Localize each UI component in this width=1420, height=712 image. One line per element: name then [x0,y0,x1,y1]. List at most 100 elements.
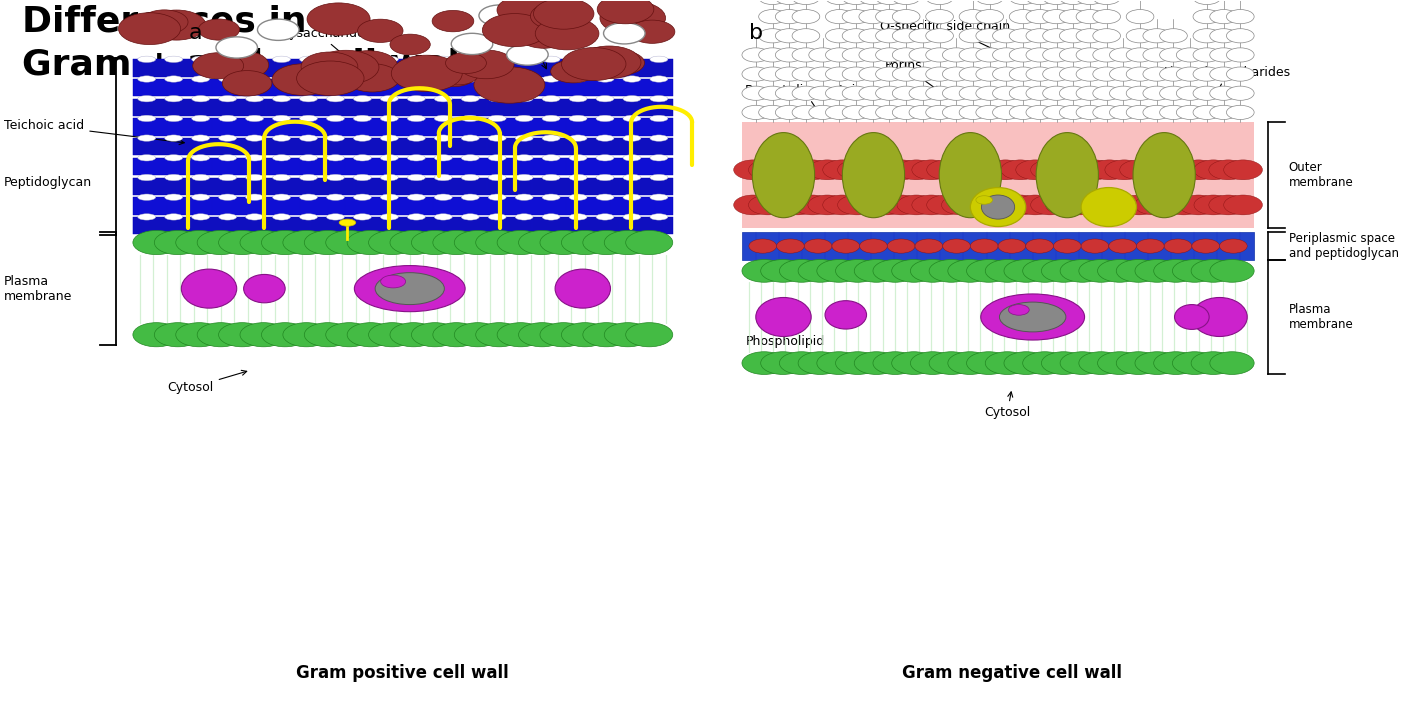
Circle shape [1191,260,1235,282]
Ellipse shape [354,75,372,82]
Circle shape [454,323,501,347]
Circle shape [876,28,903,43]
Circle shape [1098,260,1142,282]
Circle shape [764,195,802,215]
Ellipse shape [138,194,156,200]
Ellipse shape [165,155,183,161]
Circle shape [325,231,373,255]
Ellipse shape [462,174,479,181]
Circle shape [758,9,787,23]
Circle shape [1042,48,1071,62]
Ellipse shape [596,174,613,181]
Circle shape [1098,352,1142,375]
Circle shape [743,352,787,375]
Circle shape [822,160,862,179]
Ellipse shape [488,115,506,122]
Circle shape [535,17,599,50]
Circle shape [1031,160,1069,179]
Ellipse shape [327,75,345,82]
Ellipse shape [192,56,210,63]
Ellipse shape [462,115,479,122]
Circle shape [1220,239,1247,253]
Circle shape [825,9,853,23]
Circle shape [1193,86,1221,100]
Text: Peptidoglycan: Peptidoglycan [4,176,92,189]
Circle shape [838,195,876,215]
Circle shape [882,195,922,215]
Circle shape [1076,86,1103,100]
Circle shape [764,160,802,179]
Circle shape [892,48,920,62]
Circle shape [582,231,630,255]
Ellipse shape [650,174,667,181]
Circle shape [148,10,206,40]
Circle shape [1210,352,1254,375]
Circle shape [412,323,459,347]
Ellipse shape [327,135,345,141]
Circle shape [1045,195,1085,215]
Circle shape [155,323,202,347]
Ellipse shape [435,155,452,161]
Circle shape [1153,352,1198,375]
Text: Gram negative cell wall: Gram negative cell wall [902,664,1122,682]
Circle shape [892,260,936,282]
Ellipse shape [488,174,506,181]
Circle shape [1061,160,1099,179]
Ellipse shape [355,266,466,312]
Circle shape [943,48,970,62]
Bar [743,232,1254,261]
Ellipse shape [138,214,156,220]
Ellipse shape [542,95,559,102]
Circle shape [1010,48,1037,62]
Ellipse shape [327,155,345,161]
Circle shape [1160,48,1187,62]
Text: O-specific side chain: O-specific side chain [880,20,1011,56]
Ellipse shape [435,174,452,181]
Circle shape [459,50,514,79]
Ellipse shape [381,194,399,200]
Circle shape [1015,195,1055,215]
Ellipse shape [569,194,586,200]
Bar [133,99,673,116]
Ellipse shape [273,75,291,82]
Ellipse shape [354,155,372,161]
Circle shape [1079,260,1123,282]
Circle shape [792,195,832,215]
Circle shape [582,323,630,347]
Ellipse shape [273,194,291,200]
Circle shape [873,352,917,375]
Circle shape [758,105,787,120]
Ellipse shape [462,95,479,102]
Ellipse shape [542,56,559,63]
Ellipse shape [219,75,237,82]
Circle shape [476,231,523,255]
Circle shape [798,260,842,282]
Circle shape [1135,160,1173,179]
Circle shape [1208,195,1248,215]
Ellipse shape [300,135,318,141]
Ellipse shape [138,174,156,181]
Ellipse shape [569,115,586,122]
Circle shape [1194,195,1233,215]
Circle shape [743,86,770,100]
Circle shape [761,352,805,375]
Circle shape [369,323,416,347]
Circle shape [941,160,980,179]
Circle shape [809,86,836,100]
Ellipse shape [354,115,372,122]
Circle shape [943,67,970,81]
Text: Periplasmic space
and peptidoglycan: Periplasmic space and peptidoglycan [1289,232,1399,260]
Ellipse shape [273,115,291,122]
Ellipse shape [273,56,291,63]
Circle shape [842,28,870,43]
Circle shape [1176,86,1204,100]
Ellipse shape [246,135,264,141]
Circle shape [391,323,437,347]
Circle shape [605,323,652,347]
Circle shape [197,231,244,255]
Circle shape [959,9,987,23]
Circle shape [792,67,819,81]
Ellipse shape [596,194,613,200]
Circle shape [500,21,541,42]
Circle shape [976,105,1004,120]
